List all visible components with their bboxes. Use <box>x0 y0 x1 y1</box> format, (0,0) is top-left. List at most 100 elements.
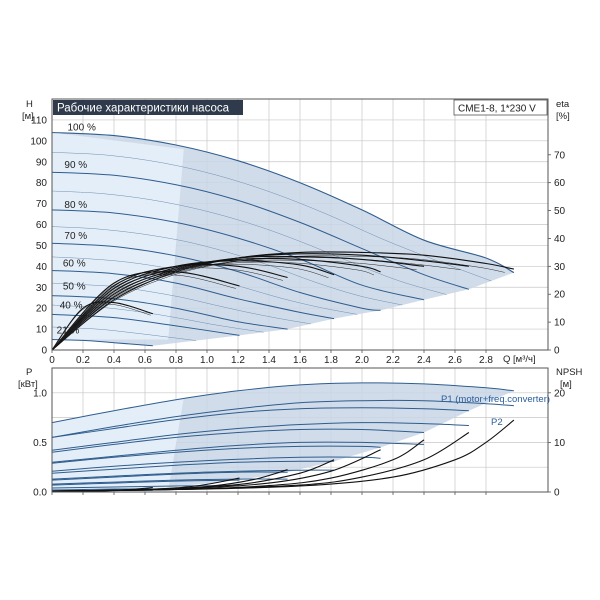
x-tick-label: 0.6 <box>138 355 152 366</box>
speed-label: 100 % <box>68 122 96 133</box>
y2-tick-label: 20 <box>554 388 566 399</box>
y-tick-label: 100 <box>30 136 47 147</box>
eta-curve <box>52 260 335 350</box>
npsh-axis-label: NPSH <box>556 367 583 378</box>
npsh-curves <box>52 419 515 492</box>
power-axis-label: P <box>26 367 32 378</box>
p1-curve <box>52 460 335 474</box>
y-tick-label: 0.0 <box>33 488 47 499</box>
power-axis-unit: [кВт] <box>18 379 38 390</box>
speed-label: 21 % <box>57 325 80 336</box>
p1-curve <box>52 471 288 481</box>
x-tick-label: 2.0 <box>355 355 369 366</box>
speed-label: 80 % <box>64 200 87 211</box>
x-tick-label: 0.4 <box>107 355 121 366</box>
x-tick-label: 0.8 <box>169 355 183 366</box>
x-tick-label: 2.8 <box>479 355 493 366</box>
y-tick-label: 20 <box>36 304 48 315</box>
head-curve <box>52 242 381 311</box>
y2-tick-label: 0 <box>554 346 560 357</box>
x-tick-label: 1.4 <box>262 355 276 366</box>
y2-tick-label: 50 <box>554 206 566 217</box>
eta-curve <box>52 301 153 350</box>
head-curve-fine <box>52 152 492 282</box>
chart-title-box <box>53 100 243 115</box>
p1-curve <box>52 445 381 464</box>
y2-tick-label: 40 <box>554 234 566 245</box>
eta-curve-fine <box>52 303 151 350</box>
eta-curve-fine <box>52 259 417 350</box>
head-curve-fine <box>52 304 264 333</box>
head-curve <box>52 209 425 301</box>
x-tick-label: 1.6 <box>293 355 307 366</box>
head-curve <box>52 171 470 290</box>
efficiency-curves <box>52 251 515 350</box>
y2-tick-label: 10 <box>554 318 566 329</box>
head-curves <box>52 131 515 347</box>
head-curve <box>52 295 288 330</box>
x-tick-label: 2.2 <box>386 355 400 366</box>
y2-tick-label: 20 <box>554 290 566 301</box>
eta-curve-fine <box>52 274 236 350</box>
power-panel-ticks: 0.0 0.5 1.0 0 10 20 <box>33 388 565 498</box>
eta-curve <box>52 263 288 350</box>
p2-curve <box>52 399 514 438</box>
y-tick-label: 50 <box>36 241 48 252</box>
y-tick-label: 70 <box>36 199 48 210</box>
x-tick-label: 1.0 <box>200 355 214 366</box>
x-tick-label: 2.4 <box>417 355 431 366</box>
head-curve-fine <box>52 226 403 306</box>
p1-series-label: P1 (motor+freq.converter) <box>441 394 550 405</box>
p1-curve <box>52 479 240 486</box>
y-tick-label: 1.0 <box>33 388 47 399</box>
npsh-curve <box>52 486 153 492</box>
low-flow-area <box>52 132 184 340</box>
eta-curve <box>52 255 425 350</box>
x-tick-label: 0.2 <box>76 355 90 366</box>
p1-curve <box>52 382 514 424</box>
speed-label: 40 % <box>60 300 83 311</box>
chart-title: Рабочие характеристики насоса <box>57 103 230 115</box>
y-tick-label: 90 <box>36 157 48 168</box>
speed-label: 70 % <box>64 231 87 242</box>
x-tick-label: 1.8 <box>324 355 338 366</box>
head-axis-unit: [м] <box>22 111 34 122</box>
y-tick-label: 0 <box>41 346 47 357</box>
y-tick-label: 0.5 <box>33 438 47 449</box>
flow-axis-label: Q [м³/ч] <box>503 354 536 365</box>
head-axis-label: H <box>26 99 33 110</box>
head-curve-fine <box>52 282 311 325</box>
eta-curve-fine <box>52 257 461 350</box>
y2-tick-label: 60 <box>554 178 566 189</box>
y-tick-label: 10 <box>36 325 48 336</box>
p2-curve <box>52 456 381 472</box>
head-curve-fine <box>52 190 447 295</box>
eta-curve <box>52 271 240 350</box>
eta-axis-unit: [%] <box>556 111 570 122</box>
p1-curve <box>52 407 469 438</box>
y2-tick-label: 10 <box>554 438 566 449</box>
y2-tick-label: 30 <box>554 262 566 273</box>
eta-curve <box>52 251 515 350</box>
head-curve <box>52 270 335 320</box>
npsh-axis-unit: [м] <box>560 379 572 390</box>
x-tick-label: 2.6 <box>448 355 462 366</box>
speed-labels: 100 % 90 % 80 % 70 % 60 % 50 % 40 % 21 % <box>57 122 96 336</box>
p2-series-label: P2 <box>491 417 503 428</box>
eta-curve-fine <box>52 267 283 350</box>
head-curve <box>52 339 153 347</box>
p2-curve <box>52 441 425 463</box>
head-panel-ticks: 0 0.2 0.4 0.6 0.8 1.0 1.2 1.4 1.6 1.8 2.0 2.2 2.4 2.6… <box>30 115 565 366</box>
y-tick-label: 80 <box>36 178 48 189</box>
eta-curve <box>52 257 381 350</box>
y-tick-label: 40 <box>36 262 48 273</box>
eta-axis-label: eta <box>556 99 570 110</box>
x-tick-label: 0 <box>49 355 55 366</box>
eta-curve-fine <box>52 261 375 350</box>
speed-label: 60 % <box>63 258 86 269</box>
p1-curve <box>52 428 425 453</box>
p2-curve <box>52 469 335 480</box>
y-tick-label: 110 <box>31 115 47 126</box>
x-tick-label: 1.2 <box>231 355 245 366</box>
